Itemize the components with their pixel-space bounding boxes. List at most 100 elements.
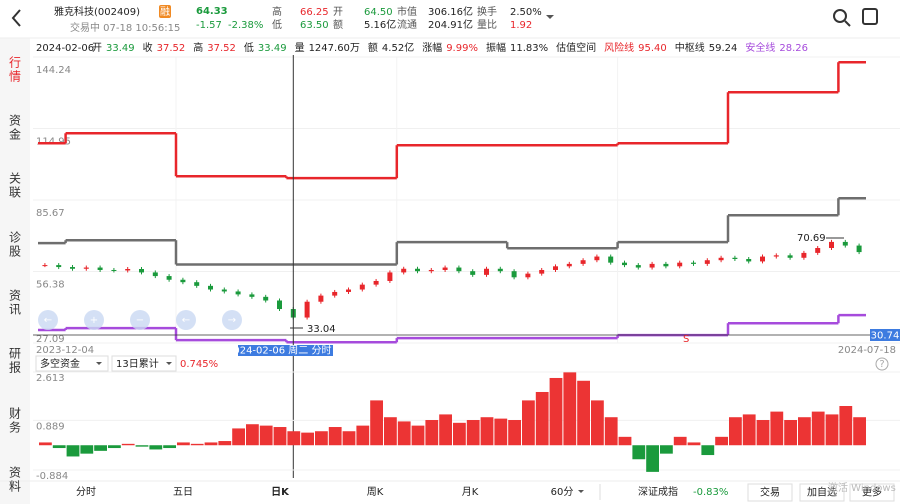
- candle: [718, 257, 724, 261]
- action-button[interactable]: [849, 483, 895, 502]
- info-bar: 开 33.49 收 37.52 高 37.52 低 33.49 量 1247.60万额 4.52亿涨…: [92, 41, 808, 54]
- action-button[interactable]: [747, 483, 793, 502]
- flow-bar: [770, 411, 784, 446]
- badge: 融: [160, 6, 170, 18]
- period-select[interactable]: 13日累计: [116, 357, 159, 370]
- side-tab[interactable]: 关联: [8, 172, 22, 200]
- index-name[interactable]: 深证成指: [638, 485, 678, 498]
- search-icon[interactable]: [833, 9, 847, 23]
- candle: [856, 245, 862, 253]
- flow-bar: [439, 414, 452, 446]
- candle: [746, 258, 752, 262]
- candle: [42, 265, 48, 267]
- dropdown-icon: [166, 362, 172, 365]
- action-button[interactable]: [799, 483, 845, 502]
- info-value: 28.26: [779, 43, 808, 54]
- flow-bar: [149, 445, 163, 450]
- flow-bar: [384, 417, 397, 446]
- help-mark: ?: [879, 359, 884, 370]
- side-tab[interactable]: 财务: [8, 407, 22, 435]
- chart-tool[interactable]: [38, 310, 58, 330]
- candle: [111, 269, 117, 271]
- flow-bar: [121, 443, 135, 446]
- period-tab[interactable]: 日K: [271, 486, 290, 498]
- expand-icon[interactable]: [546, 15, 554, 19]
- chart-tool[interactable]: [176, 310, 196, 330]
- flow-bar: [39, 442, 52, 446]
- chart-tool[interactable]: [222, 310, 242, 330]
- help-icon[interactable]: [875, 357, 889, 371]
- flow-bar: [494, 418, 508, 446]
- flow-bar: [563, 372, 577, 446]
- stat-value: 306.16亿: [428, 5, 473, 18]
- stat-value: 204.91亿: [428, 18, 473, 31]
- candle: [152, 272, 158, 277]
- y-tick-label: 0.889: [36, 421, 65, 432]
- chart-tool-icon: +: [90, 315, 98, 326]
- calendar-icon[interactable]: [862, 8, 878, 25]
- period-tab[interactable]: 分时: [76, 486, 96, 498]
- back-button[interactable]: [11, 9, 21, 27]
- period-tab[interactable]: 五日: [173, 487, 193, 498]
- flow-bar: [397, 421, 411, 446]
- candle: [415, 268, 420, 272]
- info-label: 额: [368, 41, 378, 54]
- flow-bar: [204, 442, 218, 446]
- flow-bar: [190, 443, 204, 446]
- candle: [484, 268, 489, 275]
- info-label: 振幅: [486, 41, 506, 54]
- side-tab[interactable]: 研报: [8, 347, 22, 375]
- period-tab[interactable]: 月K: [462, 486, 479, 498]
- dropdown-icon: [578, 490, 584, 493]
- side-tab[interactable]: 资料: [8, 466, 22, 494]
- info-value: 11.83%: [510, 43, 548, 54]
- flow-bar: [729, 417, 742, 446]
- side-tab[interactable]: 资讯: [8, 289, 22, 317]
- candle: [691, 262, 696, 264]
- flow-bar: [660, 445, 673, 454]
- stat-value: 1.92: [510, 20, 532, 31]
- candle: [760, 256, 765, 262]
- info-value: 33.49: [258, 43, 287, 54]
- candle: [842, 241, 848, 246]
- info-date: 2024-02-06: [36, 43, 94, 54]
- flow-bar: [742, 414, 756, 446]
- chart-tool[interactable]: [84, 310, 104, 330]
- start-date: 2023-12-04: [36, 345, 94, 356]
- info-value: 37.52: [157, 43, 186, 54]
- candle: [359, 284, 365, 290]
- stat-label: 低: [272, 18, 282, 31]
- y-tick-label: 27.09: [36, 334, 65, 345]
- crosshair-date-box[interactable]: [238, 345, 333, 356]
- period-tab[interactable]: 周K: [367, 486, 384, 498]
- flow-bar: [618, 436, 632, 446]
- flow-bar: [646, 445, 659, 472]
- period-tab[interactable]: 60分: [551, 486, 574, 498]
- info-value: 37.52: [207, 43, 236, 54]
- flow-bar: [577, 380, 590, 446]
- stat-label: 市值: [397, 5, 417, 18]
- side-tab[interactable]: 资金: [8, 114, 22, 142]
- low-label: 33.04: [307, 324, 336, 335]
- chart-tool-icon: −: [136, 315, 144, 326]
- candle: [180, 279, 186, 283]
- change: -1.57: [196, 20, 222, 31]
- flow-bar: [370, 400, 383, 446]
- flow-bar: [411, 425, 425, 446]
- candle: [442, 267, 448, 270]
- candle: [566, 263, 572, 267]
- candle: [787, 255, 793, 258]
- indicator-select[interactable]: 多空资金: [40, 357, 80, 370]
- side-tab[interactable]: 行情: [8, 56, 22, 84]
- candle: [221, 289, 227, 292]
- candle: [139, 269, 144, 273]
- candle: [125, 269, 131, 271]
- stat-value: 5.16亿: [364, 18, 396, 31]
- chart-tool[interactable]: [130, 310, 150, 330]
- flow-bar: [342, 431, 356, 446]
- flow-bar: [549, 377, 563, 446]
- side-tab[interactable]: 诊股: [8, 231, 22, 259]
- flow-bar: [315, 431, 328, 446]
- y-tick-label: 56.38: [36, 279, 65, 290]
